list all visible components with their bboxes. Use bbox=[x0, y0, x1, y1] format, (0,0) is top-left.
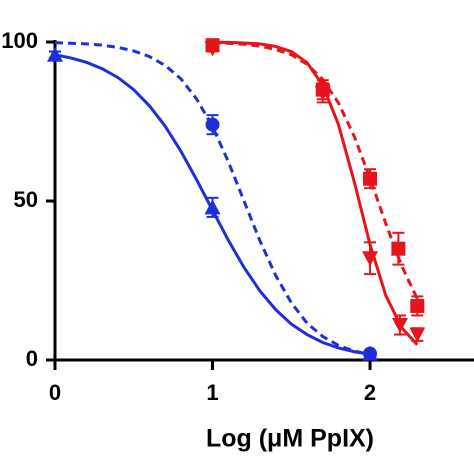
fit-curve bbox=[212, 40, 419, 346]
x-tick-label: 1 bbox=[206, 380, 218, 405]
x-axis-label: Log (μM PpIX) bbox=[206, 425, 374, 453]
marker bbox=[363, 171, 378, 186]
marker bbox=[205, 117, 220, 132]
marker bbox=[362, 251, 379, 267]
marker bbox=[410, 298, 425, 313]
y-tick-label: 0 bbox=[26, 346, 38, 371]
fit-curve bbox=[54, 41, 371, 357]
y-tick-label: 50 bbox=[14, 187, 38, 212]
marker bbox=[47, 46, 63, 62]
fit-curve bbox=[212, 41, 419, 300]
x-tick-label: 2 bbox=[364, 380, 376, 405]
marker bbox=[363, 346, 378, 361]
marker bbox=[391, 241, 406, 256]
y-tick-label: 100 bbox=[1, 28, 38, 53]
marker bbox=[204, 199, 221, 215]
marker bbox=[204, 41, 221, 57]
marker bbox=[409, 327, 426, 343]
marker bbox=[314, 85, 331, 101]
marker bbox=[391, 318, 408, 334]
x-tick-label: 0 bbox=[49, 380, 61, 405]
